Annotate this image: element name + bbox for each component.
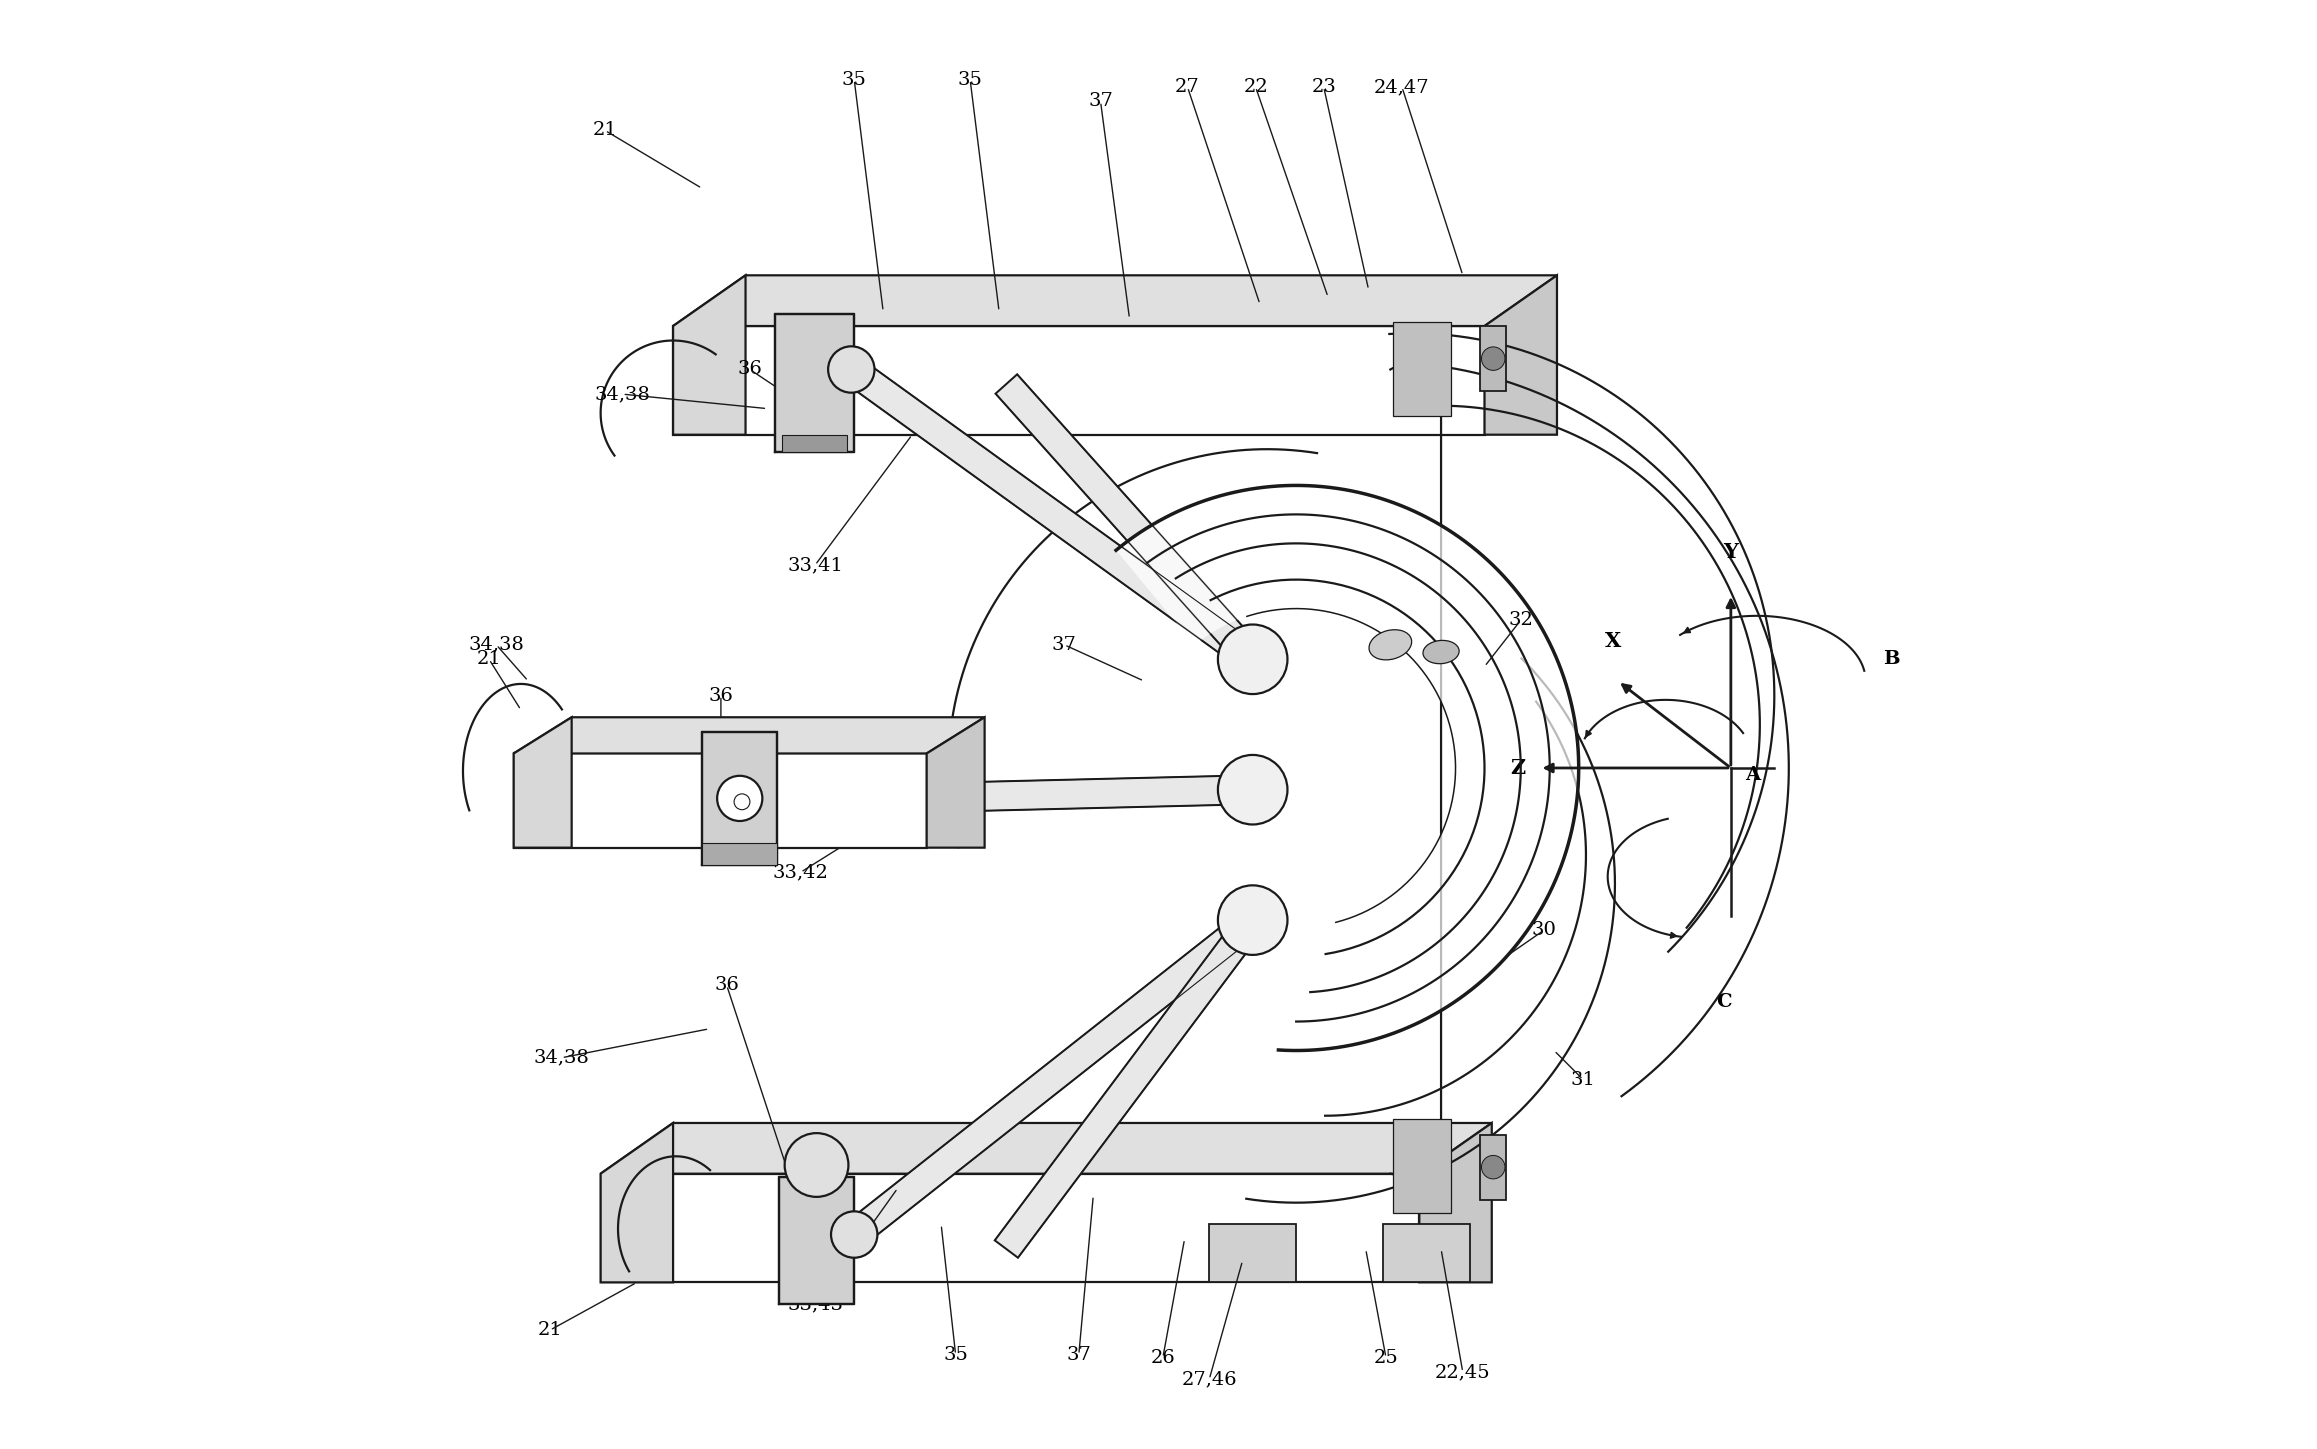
Text: 27,46: 27,46: [1182, 1371, 1237, 1388]
Circle shape: [1481, 346, 1506, 371]
Circle shape: [827, 346, 874, 393]
Polygon shape: [1117, 485, 1578, 1051]
Polygon shape: [600, 1123, 1492, 1174]
Polygon shape: [994, 911, 1265, 1258]
Polygon shape: [996, 374, 1263, 669]
Polygon shape: [774, 314, 855, 452]
Polygon shape: [779, 1177, 855, 1304]
Text: 33,42: 33,42: [772, 864, 829, 881]
Circle shape: [1219, 755, 1288, 824]
Polygon shape: [600, 1123, 672, 1282]
Text: C: C: [1717, 993, 1731, 1010]
Ellipse shape: [1369, 630, 1411, 659]
Text: 23: 23: [1311, 78, 1337, 96]
Text: 31: 31: [1571, 1071, 1596, 1088]
Text: 21: 21: [477, 651, 500, 668]
Polygon shape: [843, 358, 1260, 671]
Text: 30: 30: [1532, 922, 1557, 939]
Polygon shape: [1393, 322, 1450, 416]
Polygon shape: [1209, 1224, 1295, 1282]
Text: 35: 35: [957, 71, 982, 88]
Polygon shape: [1481, 326, 1506, 391]
Text: Y: Y: [1724, 542, 1738, 562]
Ellipse shape: [1423, 640, 1460, 664]
Polygon shape: [514, 717, 985, 753]
Text: 35: 35: [943, 1346, 969, 1364]
Circle shape: [718, 775, 762, 822]
Text: 21: 21: [538, 1321, 563, 1339]
Text: 37: 37: [1089, 93, 1112, 110]
Polygon shape: [1383, 1224, 1469, 1282]
Polygon shape: [514, 753, 927, 848]
Text: 35: 35: [841, 71, 867, 88]
Circle shape: [1481, 1155, 1506, 1179]
Text: 36: 36: [709, 687, 734, 704]
Circle shape: [1219, 885, 1288, 955]
Text: 36: 36: [714, 977, 739, 994]
Polygon shape: [846, 909, 1263, 1246]
Polygon shape: [776, 775, 1253, 816]
Polygon shape: [781, 435, 848, 452]
Polygon shape: [1393, 1119, 1450, 1213]
Text: 34,38: 34,38: [468, 636, 524, 653]
Circle shape: [832, 1211, 878, 1258]
Polygon shape: [702, 732, 779, 865]
Text: 33,41: 33,41: [788, 556, 843, 574]
Text: 26: 26: [1152, 1349, 1175, 1366]
Text: 21: 21: [593, 122, 616, 139]
Circle shape: [1219, 625, 1288, 694]
Polygon shape: [672, 275, 1557, 326]
Polygon shape: [600, 1174, 1420, 1282]
Polygon shape: [702, 843, 779, 865]
Text: 27: 27: [1175, 78, 1200, 96]
Text: A: A: [1745, 767, 1761, 784]
Text: 37: 37: [1052, 636, 1077, 653]
Text: 32: 32: [1508, 611, 1534, 629]
Polygon shape: [514, 717, 572, 848]
Polygon shape: [1485, 275, 1557, 435]
Text: 34,38: 34,38: [595, 385, 651, 403]
Text: 34,38: 34,38: [533, 1049, 589, 1066]
Polygon shape: [927, 717, 985, 848]
Text: 25: 25: [1374, 1349, 1399, 1366]
Text: 37: 37: [1066, 1346, 1091, 1364]
Text: 33,43: 33,43: [788, 1295, 843, 1313]
Circle shape: [785, 1133, 848, 1197]
Text: 36: 36: [737, 361, 762, 378]
Text: 22: 22: [1244, 78, 1267, 96]
Polygon shape: [672, 326, 1485, 435]
Text: X: X: [1603, 632, 1622, 652]
Text: Z: Z: [1511, 758, 1525, 778]
Text: B: B: [1884, 651, 1900, 668]
Polygon shape: [672, 275, 746, 435]
Text: 22,45: 22,45: [1434, 1364, 1490, 1381]
Polygon shape: [1481, 1135, 1506, 1200]
Text: 24,47: 24,47: [1374, 78, 1430, 96]
Polygon shape: [1420, 1123, 1492, 1282]
